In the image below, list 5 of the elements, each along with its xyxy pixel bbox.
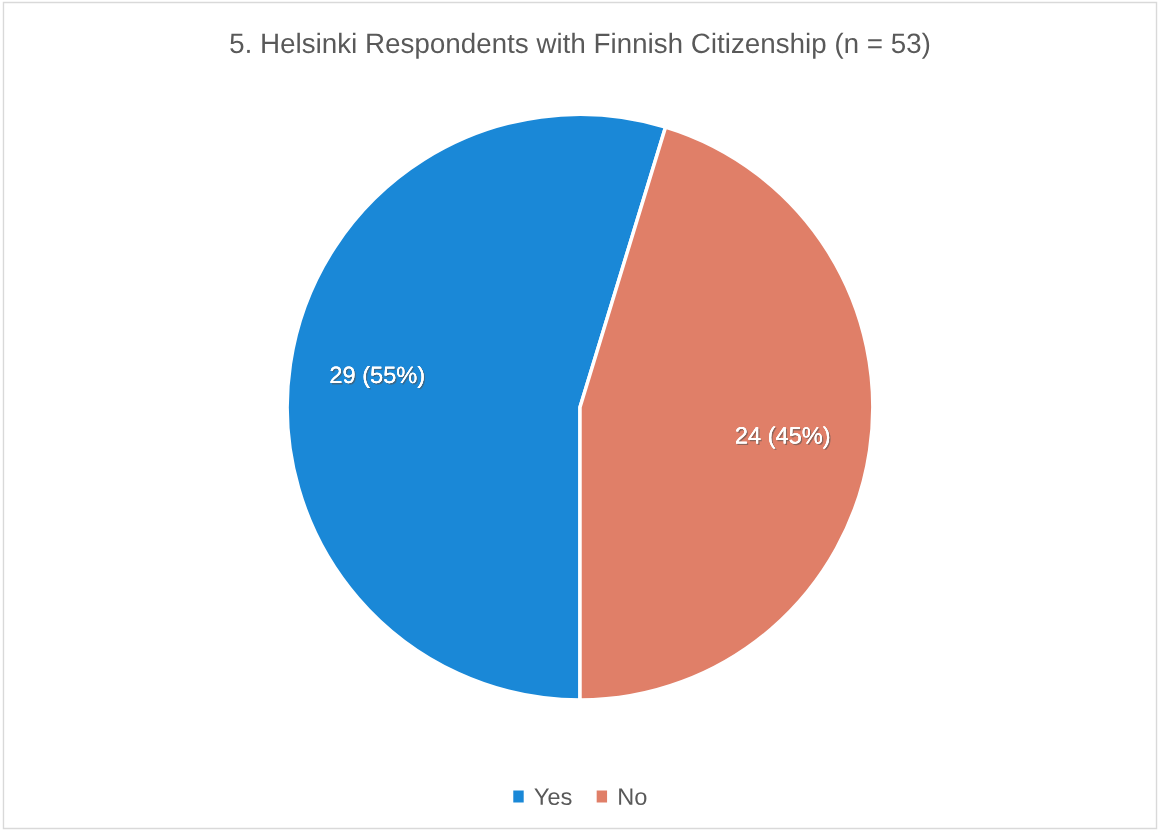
legend-label: No bbox=[619, 788, 647, 806]
data-label: 29 (55%) bbox=[330, 365, 426, 390]
data-label: 24 (45%) bbox=[736, 426, 831, 450]
chart-title: 5. Helsinki Respondents with Finnish Citizenship (n = 53) bbox=[230, 32, 930, 59]
legend-label: Yes bbox=[534, 788, 572, 806]
